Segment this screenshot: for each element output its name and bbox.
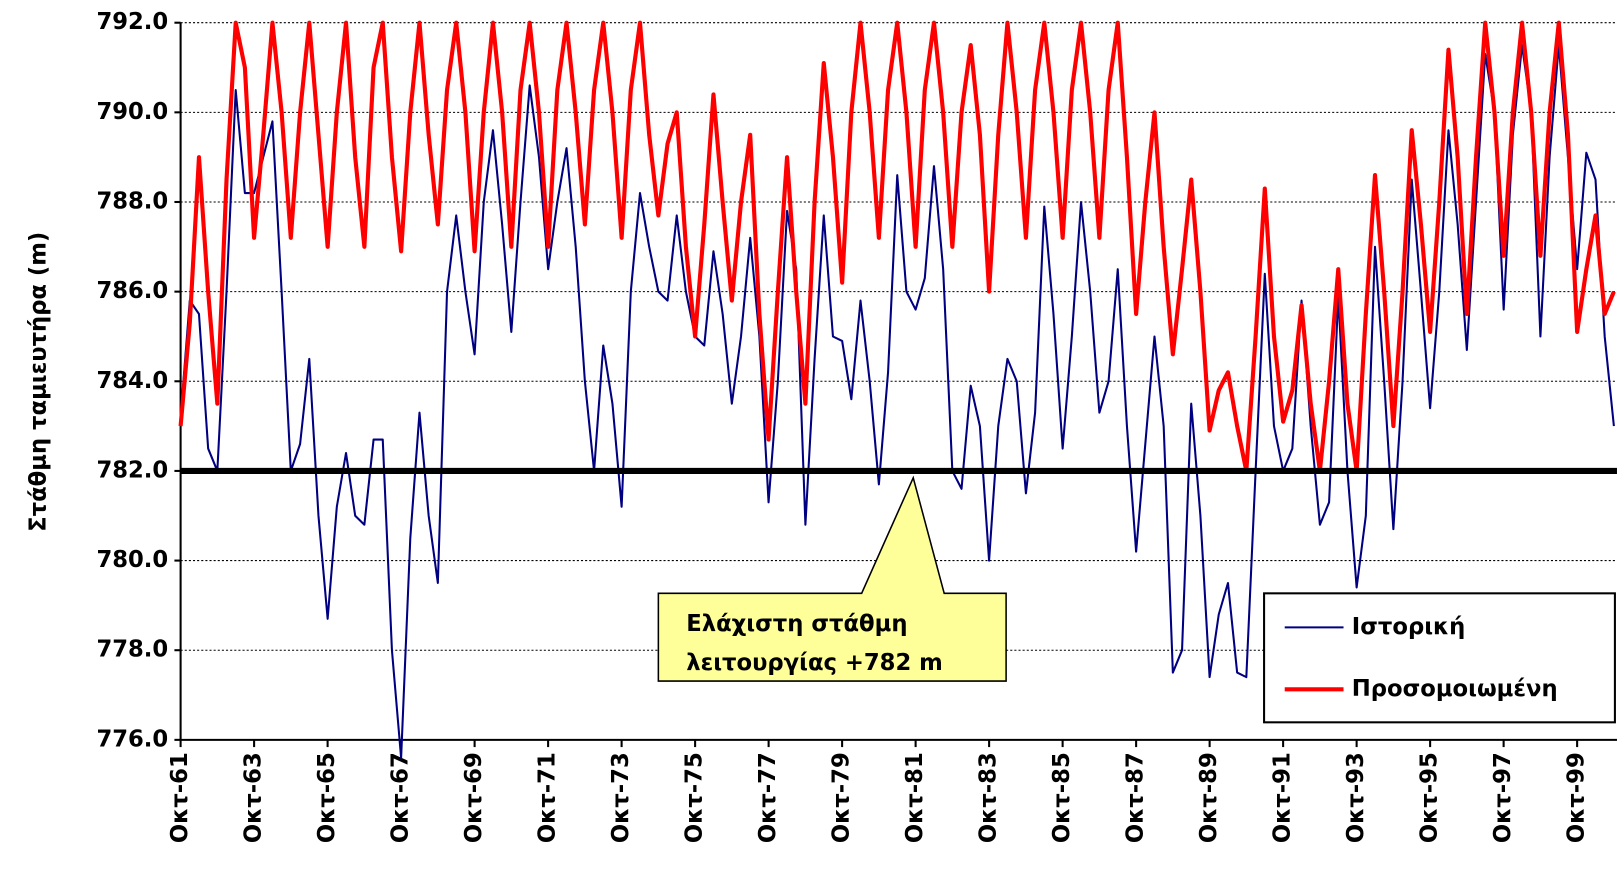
- x-tick-label: Οκτ-63: [241, 752, 267, 843]
- callout: [657, 475, 1007, 682]
- x-tick-label: Οκτ-87: [1123, 752, 1149, 843]
- x-tick-label: Οκτ-97: [1490, 752, 1516, 843]
- x-tick-label: Οκτ-67: [388, 752, 414, 843]
- y-tick-label: 792.0: [96, 9, 168, 35]
- x-tick-label: Οκτ-99: [1564, 752, 1590, 843]
- x-tick-label: Οκτ-79: [829, 752, 855, 843]
- y-tick-label: 782.0: [96, 457, 168, 483]
- legend: [1263, 592, 1616, 724]
- y-tick-label: 790.0: [96, 99, 168, 125]
- x-tick-label: Οκτ-65: [314, 752, 340, 843]
- annotation: Ελάχιστη στάθμη: [686, 611, 907, 637]
- y-tick-label: 786.0: [96, 278, 168, 304]
- x-tick-label: Οκτ-61: [167, 752, 193, 843]
- x-tick-label: Οκτ-91: [1270, 752, 1296, 843]
- x-tick-label: Οκτ-95: [1417, 752, 1443, 843]
- series-line: [178, 20, 1616, 474]
- legend-label: Προσομοιωμένη: [1352, 676, 1558, 702]
- y-tick-label: 788.0: [96, 188, 168, 214]
- x-tick-label: Οκτ-81: [902, 752, 928, 843]
- x-tick-label: Οκτ-73: [608, 752, 634, 843]
- x-tick-label: Οκτ-93: [1343, 752, 1369, 843]
- x-tick-label: Οκτ-83: [976, 752, 1002, 843]
- annotation: λειτουργίας +782 m: [686, 650, 943, 676]
- y-tick-label: 778.0: [96, 637, 168, 663]
- series-line: [179, 44, 1615, 759]
- y-tick-label: 784.0: [96, 368, 168, 394]
- x-tick-label: Οκτ-69: [461, 752, 487, 843]
- legend-label: Ιστορική: [1352, 614, 1466, 640]
- y-tick-label: 780.0: [96, 547, 168, 573]
- x-tick-label: Οκτ-75: [682, 752, 708, 843]
- x-tick-label: Οκτ-77: [755, 752, 781, 843]
- x-tick-label: Οκτ-89: [1196, 752, 1222, 843]
- y-axis-label: Στάθμη ταμιευτήρα (m): [26, 232, 52, 532]
- x-tick-label: Οκτ-71: [535, 752, 561, 843]
- y-tick-label: 776.0: [96, 726, 168, 752]
- x-tick-label: Οκτ-85: [1049, 752, 1075, 843]
